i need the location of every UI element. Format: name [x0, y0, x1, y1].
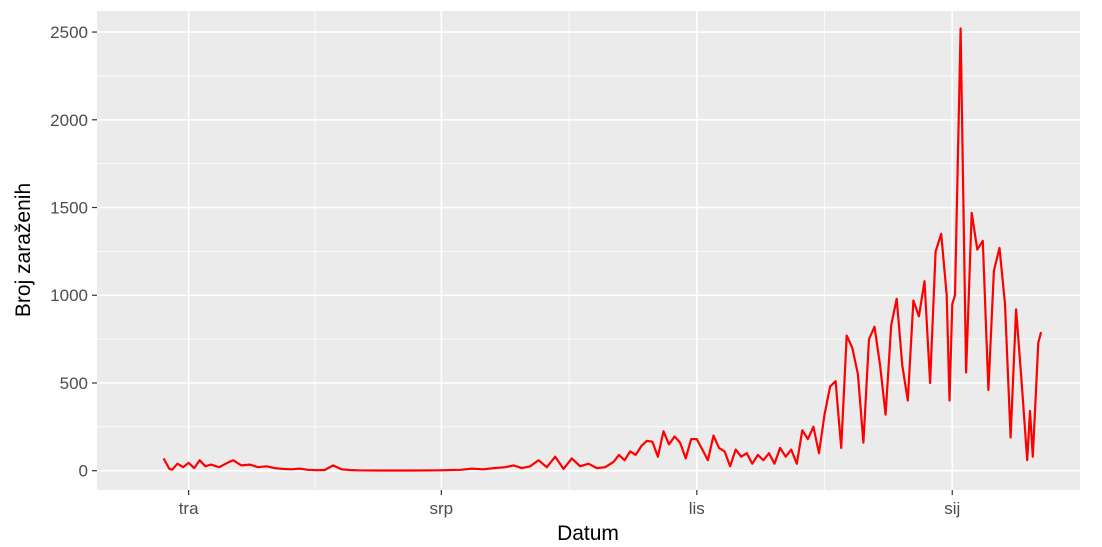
x-tick-label: tra [179, 499, 199, 518]
series-line [162, 27, 1043, 472]
minor-gridlines [97, 11, 1080, 490]
y-tick-label: 0 [79, 462, 88, 481]
major-gridlines [97, 11, 1080, 490]
y-axis: 0 500 1000 1500 2000 2500 [50, 23, 97, 481]
x-tick-label: srp [430, 499, 454, 518]
x-axis-title: Datum [557, 522, 619, 545]
plot-panel [97, 11, 1080, 490]
x-tick-label: lis [689, 499, 705, 518]
y-tick-label: 1500 [50, 199, 88, 218]
y-tick-label: 1000 [50, 286, 88, 305]
y-tick-label: 2500 [50, 23, 88, 42]
y-tick-label: 2000 [50, 111, 88, 130]
y-axis-title: Broj zaraženih [12, 183, 35, 317]
x-tick-label: sij [944, 499, 960, 518]
y-tick-label: 500 [60, 374, 88, 393]
x-axis: tra srp lis sij [179, 490, 960, 518]
